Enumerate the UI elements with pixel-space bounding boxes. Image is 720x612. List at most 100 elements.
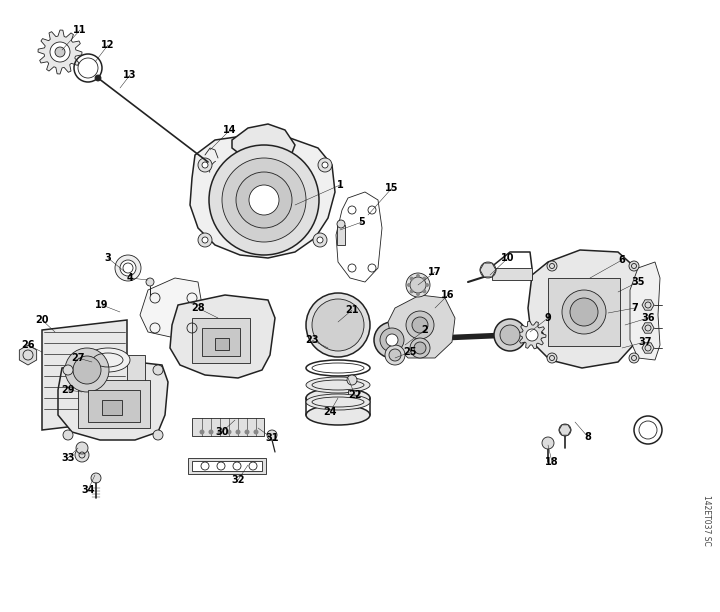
Circle shape: [222, 158, 306, 242]
Text: 142ET037 SC: 142ET037 SC: [701, 494, 711, 545]
Text: 12: 12: [102, 40, 114, 50]
Circle shape: [245, 430, 250, 435]
Text: 15: 15: [385, 183, 399, 193]
Circle shape: [389, 349, 401, 361]
Ellipse shape: [306, 405, 370, 425]
Text: 30: 30: [215, 427, 229, 437]
Bar: [548, 278, 620, 346]
Polygon shape: [19, 345, 37, 365]
Bar: [337, 225, 345, 245]
Ellipse shape: [306, 360, 370, 376]
Bar: [202, 328, 240, 356]
Circle shape: [423, 277, 426, 281]
Text: 8: 8: [585, 432, 591, 442]
Circle shape: [410, 277, 426, 293]
Polygon shape: [170, 295, 275, 378]
Circle shape: [120, 260, 136, 276]
Circle shape: [236, 172, 292, 228]
Polygon shape: [559, 425, 571, 435]
Circle shape: [416, 274, 420, 278]
Polygon shape: [38, 30, 82, 74]
Text: 1: 1: [337, 180, 343, 190]
Text: 2: 2: [422, 325, 428, 335]
Text: 36: 36: [642, 313, 654, 323]
Circle shape: [337, 220, 345, 228]
Text: 22: 22: [348, 390, 361, 400]
Circle shape: [267, 430, 277, 440]
Circle shape: [542, 437, 554, 449]
Polygon shape: [642, 343, 654, 353]
Circle shape: [318, 158, 332, 172]
Text: 26: 26: [22, 340, 35, 350]
Text: 24: 24: [323, 407, 337, 417]
Text: 10: 10: [501, 253, 515, 263]
Ellipse shape: [306, 388, 370, 408]
Circle shape: [494, 319, 526, 351]
Polygon shape: [388, 295, 455, 358]
Text: 6: 6: [618, 255, 626, 265]
Text: 17: 17: [428, 267, 442, 277]
Circle shape: [75, 448, 89, 462]
Bar: [78, 380, 150, 428]
Circle shape: [629, 353, 639, 363]
Polygon shape: [232, 124, 295, 162]
Circle shape: [416, 292, 420, 296]
Circle shape: [235, 430, 240, 435]
Polygon shape: [630, 262, 660, 360]
Polygon shape: [58, 360, 168, 440]
Circle shape: [317, 237, 323, 243]
Circle shape: [63, 365, 73, 375]
Circle shape: [570, 298, 598, 326]
Circle shape: [202, 237, 208, 243]
Circle shape: [423, 289, 426, 293]
Text: 5: 5: [359, 217, 365, 227]
Bar: [127, 355, 145, 385]
Text: 16: 16: [441, 290, 455, 300]
Circle shape: [65, 348, 109, 392]
Polygon shape: [42, 320, 127, 430]
Bar: [192, 461, 262, 471]
Circle shape: [410, 338, 430, 358]
Circle shape: [306, 293, 370, 357]
Circle shape: [406, 273, 430, 297]
Circle shape: [500, 325, 520, 345]
Text: 37: 37: [638, 337, 652, 347]
Bar: [492, 268, 532, 280]
Circle shape: [425, 283, 429, 287]
Text: 4: 4: [127, 273, 133, 283]
Polygon shape: [642, 323, 654, 333]
Circle shape: [412, 317, 428, 333]
Circle shape: [410, 277, 413, 281]
Circle shape: [63, 430, 73, 440]
Polygon shape: [528, 250, 642, 368]
Circle shape: [73, 356, 101, 384]
Text: 29: 29: [61, 385, 75, 395]
Text: 11: 11: [73, 25, 86, 35]
Text: 31: 31: [265, 433, 279, 443]
Text: 18: 18: [545, 457, 559, 467]
Circle shape: [209, 145, 319, 255]
Circle shape: [547, 353, 557, 363]
Ellipse shape: [306, 394, 370, 410]
Text: 3: 3: [104, 253, 112, 263]
Circle shape: [199, 430, 204, 435]
Text: 34: 34: [81, 485, 95, 495]
Circle shape: [480, 262, 496, 278]
Polygon shape: [190, 135, 335, 258]
Circle shape: [153, 365, 163, 375]
Circle shape: [227, 430, 232, 435]
Text: 28: 28: [192, 303, 204, 313]
Circle shape: [322, 162, 328, 168]
Bar: [188, 458, 266, 474]
Circle shape: [559, 424, 571, 436]
Text: 33: 33: [61, 453, 75, 463]
Circle shape: [526, 329, 538, 341]
Text: 21: 21: [346, 305, 359, 315]
Polygon shape: [480, 263, 496, 277]
Circle shape: [547, 261, 557, 271]
Circle shape: [209, 430, 214, 435]
Bar: [88, 390, 140, 422]
Text: 19: 19: [95, 300, 109, 310]
Polygon shape: [642, 300, 654, 310]
Text: 25: 25: [403, 347, 417, 357]
